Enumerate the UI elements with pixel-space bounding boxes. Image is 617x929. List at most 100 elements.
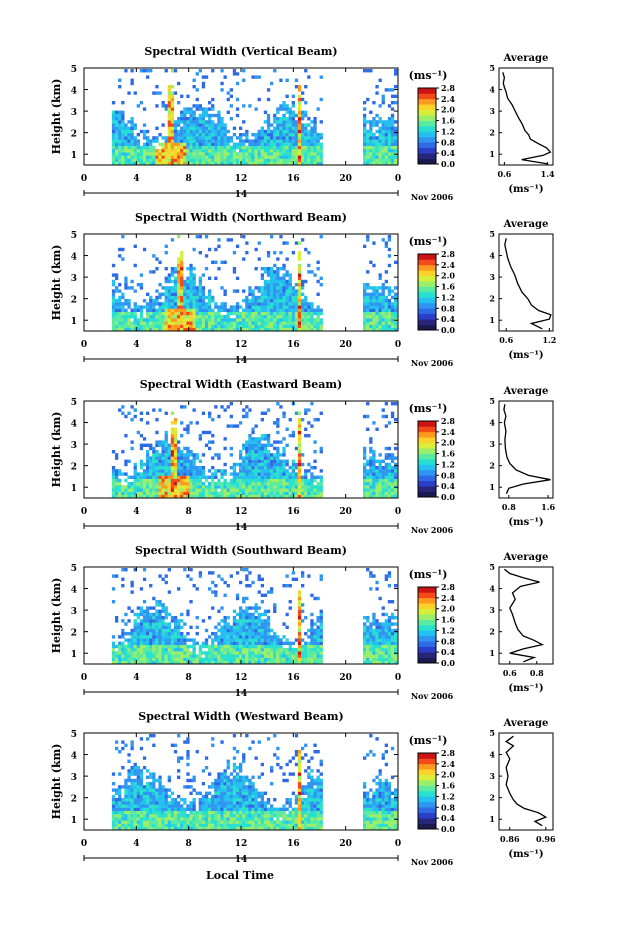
heatmap-cell bbox=[167, 311, 171, 316]
heatmap-cell bbox=[257, 142, 261, 146]
heatmap-cell bbox=[208, 152, 212, 156]
heatmap-cell bbox=[226, 644, 230, 649]
heatmap-cell bbox=[130, 78, 134, 82]
heatmap-cell bbox=[313, 133, 317, 137]
heatmap-cell bbox=[245, 609, 249, 613]
heatmap-cell bbox=[263, 453, 268, 457]
heatmap-cell bbox=[226, 308, 230, 312]
heatmap-cell bbox=[239, 612, 243, 617]
heatmap-cell bbox=[133, 152, 137, 156]
heatmap-cell bbox=[198, 279, 202, 284]
heatmap-cell bbox=[381, 299, 385, 303]
heatmap-cell bbox=[229, 491, 233, 495]
colorbar-tick-label: 2.4 bbox=[441, 260, 455, 270]
heatmap-cell bbox=[297, 133, 302, 137]
heatmap-cell bbox=[285, 110, 289, 114]
heatmap-cell bbox=[387, 635, 392, 639]
x-tick-label: 20 bbox=[339, 174, 352, 184]
heatmap-cell bbox=[285, 654, 289, 658]
heatmap-cell bbox=[301, 302, 305, 306]
heatmap-cell bbox=[279, 453, 283, 457]
heatmap-cell bbox=[378, 305, 382, 309]
heatmap-cell bbox=[195, 315, 199, 319]
heatmap-cell bbox=[152, 152, 156, 156]
heatmap-cell bbox=[170, 305, 175, 309]
heatmap-cell bbox=[152, 311, 156, 316]
heatmap-cell bbox=[235, 318, 240, 322]
heatmap-cell bbox=[124, 414, 128, 419]
heatmap-cell bbox=[375, 302, 379, 306]
heatmap-cell bbox=[149, 308, 153, 312]
heatmap-cell bbox=[291, 308, 295, 312]
heatmap-cell bbox=[251, 469, 255, 473]
heatmap-cell bbox=[384, 491, 388, 495]
heatmap-cell bbox=[266, 462, 271, 467]
heatmap-cell bbox=[273, 302, 277, 306]
heatmap-cell bbox=[229, 424, 233, 428]
heatmap-cell bbox=[363, 107, 367, 111]
heatmap-cell bbox=[260, 657, 264, 661]
heatmap-cell bbox=[195, 311, 199, 316]
heatmap-cell bbox=[180, 482, 184, 486]
heatmap-cell bbox=[161, 485, 165, 489]
heatmap-cell bbox=[111, 292, 116, 296]
heatmap-cell bbox=[195, 235, 199, 239]
heatmap-cell bbox=[183, 405, 187, 409]
heatmap-cell bbox=[316, 619, 320, 623]
heatmap-cell bbox=[378, 491, 382, 495]
heatmap-cell bbox=[118, 472, 122, 476]
heatmap-cell bbox=[316, 139, 320, 143]
heatmap-cell bbox=[304, 110, 308, 114]
heatmap-cell bbox=[260, 641, 264, 645]
heatmap-cell bbox=[363, 158, 367, 162]
heatmap-cell bbox=[177, 641, 181, 645]
heatmap-cell bbox=[170, 302, 175, 306]
heatmap-cell bbox=[115, 120, 119, 124]
heatmap-cell bbox=[260, 485, 264, 489]
heatmap-cell bbox=[273, 152, 277, 156]
heatmap-cell bbox=[136, 638, 140, 642]
heatmap-cell bbox=[170, 443, 175, 447]
heatmap-cell bbox=[313, 318, 317, 322]
heatmap-cell bbox=[381, 469, 385, 473]
heatmap-cell bbox=[201, 466, 206, 470]
heatmap-cell bbox=[130, 145, 134, 150]
heatmap-cell bbox=[313, 418, 317, 422]
heatmap-cell bbox=[270, 644, 274, 649]
heatmap-cell bbox=[266, 628, 271, 633]
day-label: 14 bbox=[235, 523, 248, 533]
heatmap-cell bbox=[133, 324, 137, 328]
heatmap-cell bbox=[263, 308, 268, 312]
heatmap-cell bbox=[276, 456, 280, 460]
heatmap-cell bbox=[304, 155, 308, 159]
heatmap-cell bbox=[115, 469, 119, 473]
heatmap-cell bbox=[279, 315, 283, 319]
heatmap-cell bbox=[394, 302, 398, 306]
colorbar-segment bbox=[418, 88, 436, 94]
heatmap-cell bbox=[266, 254, 271, 258]
heatmap-cell bbox=[161, 459, 165, 463]
heatmap-cell bbox=[195, 139, 199, 143]
heatmap-cell bbox=[369, 440, 373, 444]
heatmap-cell bbox=[133, 327, 137, 332]
heatmap-cell bbox=[394, 136, 398, 140]
heatmap-cell bbox=[387, 494, 392, 499]
heatmap-cell bbox=[121, 324, 125, 328]
heatmap-cell bbox=[139, 129, 144, 134]
heatmap-cell bbox=[297, 254, 302, 258]
heatmap-cell bbox=[372, 324, 376, 328]
heatmap-cell bbox=[369, 133, 373, 137]
heatmap-cell bbox=[245, 475, 249, 479]
heatmap-cell bbox=[307, 635, 311, 639]
heatmap-cell bbox=[319, 622, 323, 626]
heatmap-cell bbox=[173, 641, 178, 645]
heatmap-cell bbox=[257, 648, 261, 652]
heatmap-cell bbox=[245, 327, 249, 332]
heatmap-cell bbox=[369, 260, 373, 264]
heatmap-cell bbox=[136, 632, 140, 636]
heatmap-cell bbox=[394, 644, 398, 649]
heatmap-cell bbox=[294, 651, 299, 655]
heatmap-cell bbox=[394, 469, 398, 473]
heatmap-cell bbox=[124, 142, 128, 146]
heatmap-cell bbox=[226, 327, 230, 332]
